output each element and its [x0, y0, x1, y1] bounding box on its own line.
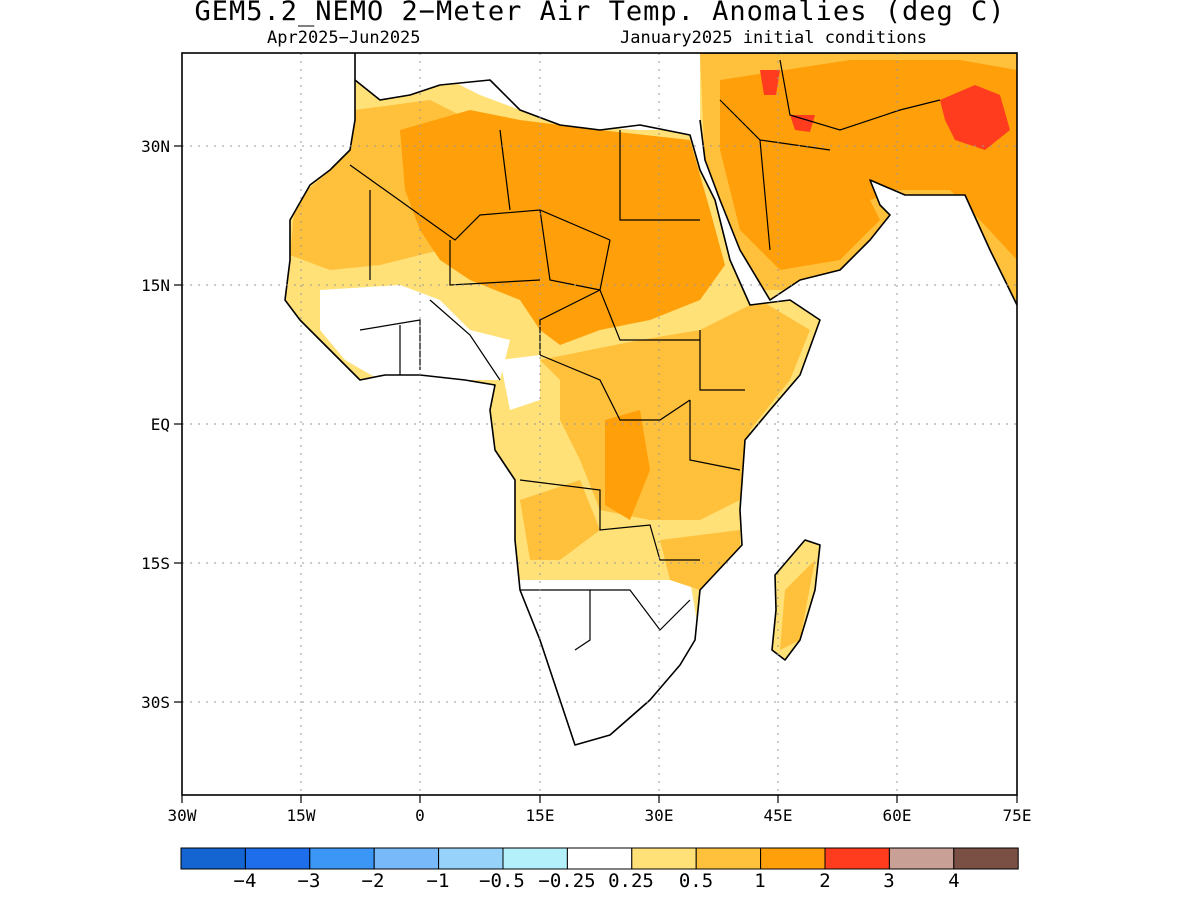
colorbar [180, 847, 1019, 870]
anomaly-field-1-2-sahara [400, 110, 725, 345]
colorbar-swatch [502, 847, 568, 870]
anomaly-low-southern-africa [500, 580, 700, 745]
forecast-period: Apr2025−Jun2025 [267, 28, 421, 48]
y-tick-labels: 30N 15N EQ 15S 30S [141, 137, 170, 712]
colorbar-swatch [760, 847, 826, 870]
anomaly-fill-layer [285, 53, 1017, 745]
anomaly-field-2-3-iraq [790, 115, 815, 132]
colorbar-swatch [888, 847, 955, 870]
colorbar-label: 4 [948, 870, 959, 892]
x-tick-label: 75E [1003, 806, 1032, 825]
africa-coastline [284, 53, 821, 746]
colorbar-swatch [180, 847, 246, 870]
x-tick-label: 0 [415, 806, 425, 825]
anomaly-low-west-africa [320, 285, 510, 380]
colorbar-label: 3 [883, 870, 894, 892]
colorbar-label: −2 [362, 870, 385, 892]
tick-marks [174, 145, 1018, 803]
y-tick-label: 30S [141, 693, 170, 712]
x-tick-label: 30E [645, 806, 674, 825]
colorbar-swatch [695, 847, 762, 870]
y-tick-label: 15N [141, 276, 170, 295]
arabia-coastline [699, 53, 1017, 306]
grid-lines [182, 53, 1017, 795]
x-tick-label: 45E [764, 806, 793, 825]
colorbar-swatch [953, 847, 1019, 870]
colorbar-swatch [566, 847, 633, 870]
colorbar-labels: −4 −3 −2 −1 −0.5 −0.25 0.25 0.5 1 2 3 4 [234, 870, 960, 892]
colorbar-swatch [373, 847, 440, 870]
colorbar-swatch [309, 847, 375, 870]
y-tick-label: 30N [141, 137, 170, 156]
x-tick-labels: 30W 15W 0 15E 30E 45E 60E 75E [168, 806, 1032, 825]
madagascar-coastline [771, 539, 821, 661]
y-tick-label: 15S [141, 554, 170, 573]
x-tick-label: 15E [526, 806, 555, 825]
anomaly-field-2-3-turkey [760, 70, 780, 95]
initial-conditions: January2025 initial conditions [620, 28, 928, 48]
anomaly-field-1-2-congo [605, 410, 650, 520]
colorbar-label: −0.5 [479, 870, 525, 892]
x-tick-label: 60E [883, 806, 912, 825]
map-title: GEM5.2_NEMO 2−Meter Air Temp. Anomalies … [194, 0, 1006, 27]
anomaly-field-0.5-1-angola [520, 480, 600, 560]
colorbar-label: −3 [298, 870, 321, 892]
colorbar-swatch [438, 847, 504, 870]
colorbar-label: 2 [819, 870, 830, 892]
anomaly-low-gulf-guinea [500, 355, 540, 410]
colorbar-label: −0.25 [538, 870, 595, 892]
colorbar-label: −1 [427, 870, 450, 892]
x-tick-label: 15W [287, 806, 316, 825]
colorbar-label: 0.25 [608, 870, 654, 892]
anomaly-field-1-2-middle-east [720, 60, 1017, 270]
coastline-layer [284, 53, 1017, 746]
anomaly-field-2-3-pakistan [940, 85, 1010, 150]
anomaly-field-0.5-1-madagascar [780, 560, 815, 650]
colorbar-swatch [824, 847, 890, 870]
colorbar-label: 1 [754, 870, 765, 892]
anomaly-field-1-2-iberia [360, 53, 410, 80]
colorbar-label: −4 [234, 870, 257, 892]
x-tick-label: 30W [168, 806, 197, 825]
colorbar-swatch [631, 847, 697, 870]
y-tick-label: EQ [151, 415, 170, 434]
colorbar-swatch [244, 847, 311, 870]
colorbar-label: 0.5 [679, 870, 713, 892]
